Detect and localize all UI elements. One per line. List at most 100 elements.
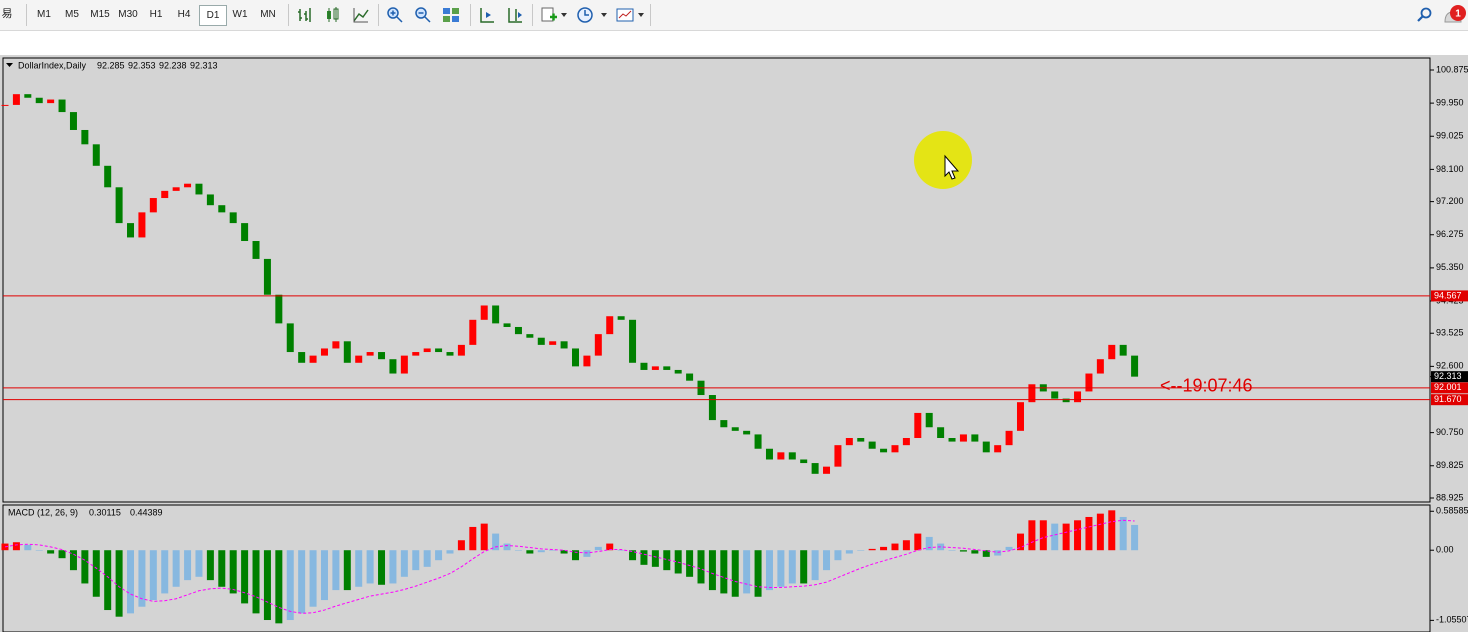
macd-bar: [355, 550, 363, 587]
candle-body: [400, 355, 408, 374]
indicator-title: MACD (12, 26, 9): [8, 507, 78, 517]
candle-body: [366, 352, 374, 356]
candle-body: [1108, 344, 1116, 360]
candle-body: [971, 434, 979, 442]
candle-body: [58, 99, 66, 113]
timeframe-button[interactable]: M5: [65, 9, 79, 20]
timeframe-button[interactable]: M15: [90, 9, 110, 20]
timeframe-button[interactable]: M1: [37, 9, 51, 20]
zoom-out-button[interactable]: [414, 6, 432, 24]
timeframe-button[interactable]: MN: [260, 9, 276, 20]
candle-body: [743, 430, 751, 435]
timeframe-button[interactable]: D1: [199, 5, 227, 26]
periods-button[interactable]: [576, 6, 594, 24]
macd-bar: [229, 550, 237, 594]
macd-bar: [1, 543, 9, 551]
candle-body: [674, 369, 682, 374]
notifications[interactable]: 1: [1440, 2, 1468, 28]
candle-body: [686, 373, 694, 381]
separator: [650, 4, 651, 26]
macd-bar: [480, 523, 488, 551]
candle-body: [925, 412, 933, 428]
macd-bar: [971, 550, 979, 554]
macd-bar: [366, 550, 374, 584]
candle-body: [309, 355, 317, 363]
y-tick-label: 88.925: [1436, 492, 1464, 502]
autoscroll-button[interactable]: [478, 6, 496, 24]
candle-body: [1051, 391, 1059, 399]
candle-body: [800, 459, 808, 464]
line-chart-button[interactable]: [352, 6, 370, 24]
bar-chart-button[interactable]: [296, 6, 314, 24]
chart-shift-button[interactable]: [506, 6, 524, 24]
candle-body: [948, 438, 956, 442]
macd-bar: [161, 550, 169, 594]
timeframe-button[interactable]: M30: [118, 9, 138, 20]
macd-bar: [206, 550, 214, 581]
candle-body: [92, 144, 100, 166]
candle-body: [492, 305, 500, 324]
macd-bar: [24, 544, 32, 551]
timeframe-button[interactable]: H1: [149, 9, 163, 20]
dropdown-arrows: [561, 13, 607, 17]
hline-price-box: [1431, 382, 1468, 394]
y-tick-label: 98.100: [1436, 164, 1464, 174]
cursor-highlight: [914, 131, 972, 189]
macd-bar: [252, 550, 260, 614]
candle-chart-button[interactable]: [324, 6, 342, 24]
ohlc-readout: 92.353: [128, 60, 156, 70]
candle-body: [1062, 398, 1070, 403]
timeframe-button[interactable]: W1: [232, 9, 248, 20]
macd-readout: 0.44389: [130, 507, 163, 517]
y-tick-label: 92.600: [1436, 361, 1464, 371]
macd-bar: [218, 550, 226, 587]
candle-body: [1016, 402, 1024, 431]
macd-bar: [800, 550, 808, 584]
candle-body: [286, 323, 294, 353]
candle-body: [469, 319, 477, 345]
candle-body: [834, 445, 842, 467]
candle-body: [823, 466, 831, 474]
macd-bar: [925, 536, 933, 551]
candle-body: [184, 183, 192, 188]
macd-bar: [423, 550, 431, 567]
macd-bar: [332, 550, 340, 591]
zoom-in-button[interactable]: [386, 6, 404, 24]
candle-body: [389, 359, 397, 374]
candle-body: [138, 212, 146, 238]
candle-body: [298, 352, 306, 363]
candle-body: [720, 420, 728, 428]
candle-body: [195, 183, 203, 195]
candle-body: [560, 341, 568, 349]
macd-bar: [834, 550, 842, 561]
y-tick-label: 95.350: [1436, 262, 1464, 272]
candle-body: [663, 366, 671, 370]
templates-button[interactable]: [616, 6, 634, 24]
macd-bar: [149, 550, 157, 601]
macd-bar: [845, 550, 853, 554]
macd-bar: [1119, 516, 1127, 551]
macd-bar: [1131, 524, 1139, 551]
candle-body: [914, 412, 922, 438]
macd-bar: [195, 550, 203, 577]
candle-body: [446, 352, 454, 356]
badge: [1450, 5, 1466, 21]
macd-bar: [457, 540, 465, 551]
macd-bar: [880, 546, 888, 551]
candle-body: [1, 104, 9, 106]
timeframe-button[interactable]: H4: [177, 9, 191, 20]
macd-bar: [172, 550, 180, 587]
ohlc-readout: 92.238: [159, 60, 187, 70]
macd-bar: [1062, 523, 1070, 551]
candle-body: [1096, 359, 1104, 374]
candle-body: [640, 362, 648, 370]
search-button[interactable]: [1416, 6, 1434, 24]
candle-body: [423, 348, 431, 353]
candle-body: [35, 97, 43, 104]
indicators-button[interactable]: [540, 6, 558, 24]
y-tick-label: 90.750: [1436, 427, 1464, 437]
tile-windows-button[interactable]: [442, 6, 460, 24]
candle-body: [275, 294, 283, 324]
macd-bar: [788, 550, 796, 584]
macd-bar: [389, 550, 397, 584]
